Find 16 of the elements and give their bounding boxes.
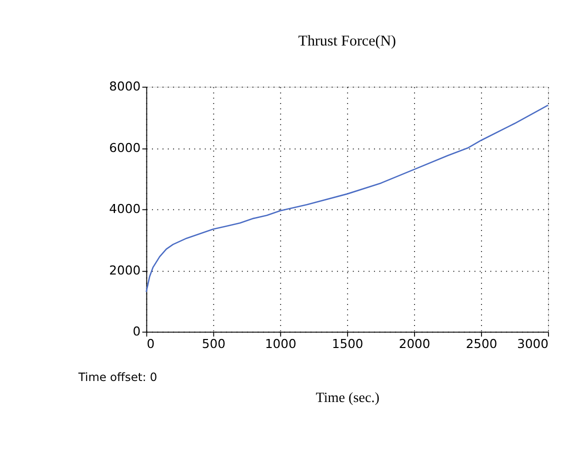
x-tick-label: 1000 bbox=[264, 337, 296, 352]
y-tick-label: 2000 bbox=[109, 263, 141, 278]
line-series bbox=[146, 104, 549, 293]
x-tick-label: 0 bbox=[146, 337, 155, 352]
x-tick-label: 2500 bbox=[466, 337, 498, 352]
chart-title: Thrust Force(N) bbox=[298, 33, 396, 50]
x-tick-label: 1500 bbox=[332, 337, 364, 352]
x-tick-label: 500 bbox=[202, 337, 226, 352]
x-axis-title: Time (sec.) bbox=[316, 390, 380, 406]
y-tick-label: 6000 bbox=[109, 140, 141, 155]
y-tick-label: 0 bbox=[132, 324, 141, 339]
y-tick-label: 4000 bbox=[109, 202, 141, 216]
x-tick-label: 3000 bbox=[517, 337, 549, 352]
x-tick-label: 2000 bbox=[398, 337, 430, 352]
y-tick-label: 8000 bbox=[109, 80, 141, 94]
text: Time offset: 0 bbox=[77, 370, 158, 384]
